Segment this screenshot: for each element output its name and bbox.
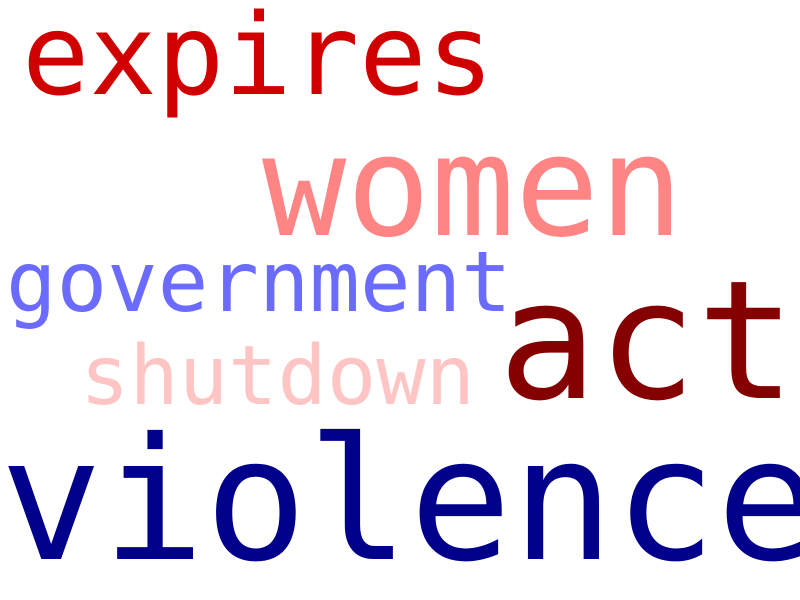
word-shutdown: shutdown bbox=[80, 329, 475, 424]
word-violence: violence bbox=[0, 402, 800, 600]
word-women: women bbox=[262, 106, 684, 269]
word-government: government bbox=[6, 233, 512, 331]
word-expires: expires bbox=[22, 0, 495, 121]
word-act: act bbox=[498, 245, 797, 437]
